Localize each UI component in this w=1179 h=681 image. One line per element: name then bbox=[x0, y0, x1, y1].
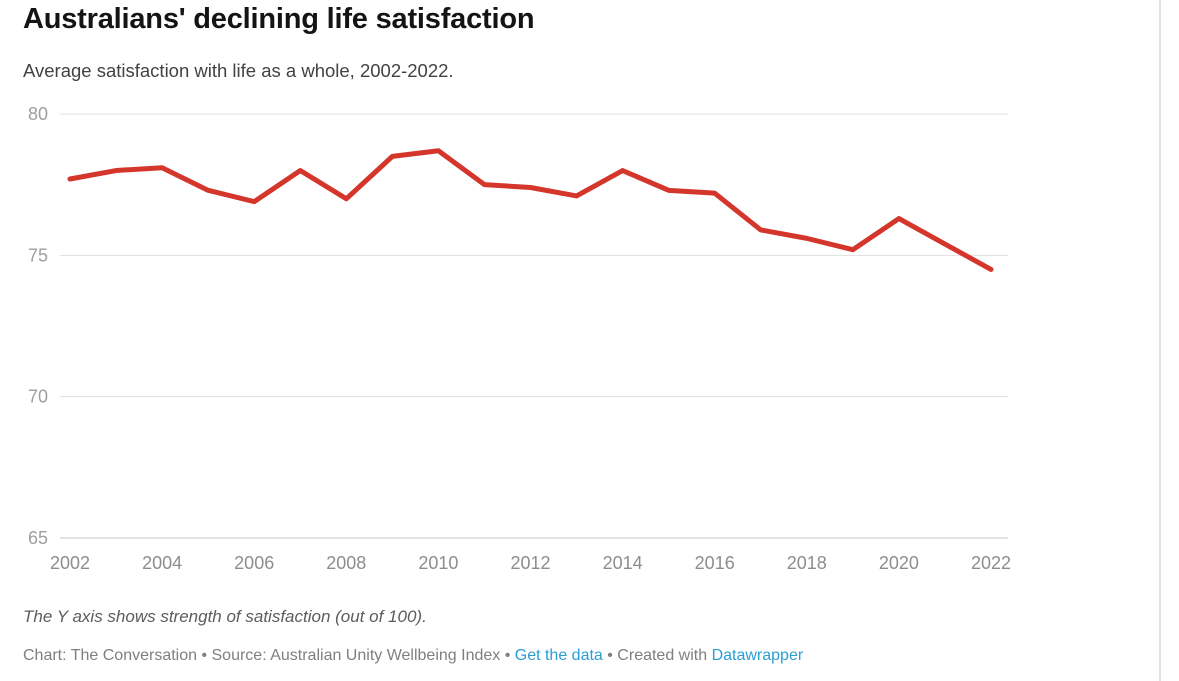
x-tick-label-2022: 2022 bbox=[971, 553, 1011, 573]
x-tick-label-2014: 2014 bbox=[603, 553, 643, 573]
data-line bbox=[67, 148, 994, 272]
x-tick-label-2004: 2004 bbox=[142, 553, 182, 573]
y-tick-label-75: 75 bbox=[28, 245, 48, 265]
chart-subtitle: Average satisfaction with life as a whol… bbox=[23, 60, 454, 81]
x-tick-label-2018: 2018 bbox=[787, 553, 827, 573]
datawrapper-link[interactable]: Datawrapper bbox=[711, 647, 804, 664]
x-tick-label-2006: 2006 bbox=[234, 553, 274, 573]
get-the-data-link[interactable]: Get the data bbox=[514, 647, 603, 664]
right-edge-divider bbox=[1159, 0, 1161, 681]
x-tick-label-2008: 2008 bbox=[326, 553, 366, 573]
y-tick-label-80: 80 bbox=[28, 104, 48, 124]
x-tick-label-2010: 2010 bbox=[418, 553, 458, 573]
y-tick-label-70: 70 bbox=[28, 387, 48, 407]
x-tick-label-2016: 2016 bbox=[695, 553, 735, 573]
footer-created-with-text: • Created with bbox=[602, 647, 712, 664]
attribution-footer: Chart: The Conversation • Source: Austra… bbox=[23, 645, 803, 666]
footnote: The Y axis shows strength of satisfactio… bbox=[23, 607, 427, 626]
x-tick-label-2012: 2012 bbox=[510, 553, 550, 573]
x-tick-label-2020: 2020 bbox=[879, 553, 919, 573]
x-tick-label-2002: 2002 bbox=[50, 553, 90, 573]
page-title: Australians' declining life satisfaction bbox=[23, 3, 535, 35]
footer-source-text: Chart: The Conversation • Source: Austra… bbox=[23, 647, 515, 664]
y-tick-label-65: 65 bbox=[28, 528, 48, 548]
